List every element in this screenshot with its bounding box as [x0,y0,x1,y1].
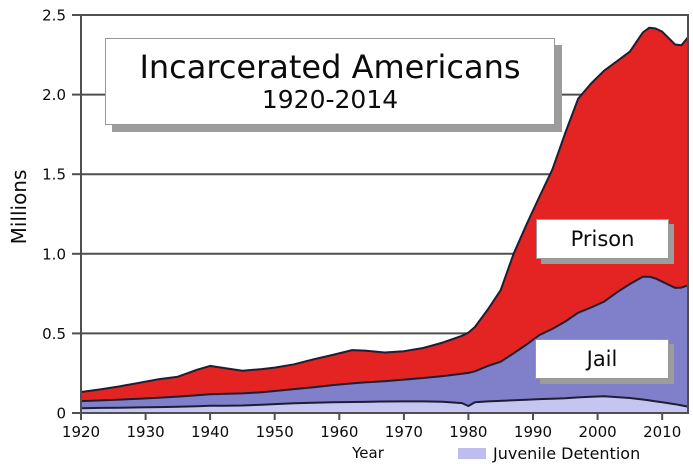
legend-label-juvenile-detention: Juvenile Detention [493,443,641,463]
x-tick-label: 1980 [449,423,487,441]
jail-area-label: Jail [535,339,669,379]
prison-area-label: Prison [536,219,669,259]
x-axis-title: Year [352,444,384,462]
plot-frame [80,14,689,414]
boundary-prison [80,26,689,393]
boundary-juvenile-detention [80,395,689,410]
chart-title-box: Incarcerated Americans 1920-2014 [105,38,555,125]
y-tick-label: 1.5 [42,166,66,184]
boundary-jail [80,275,689,403]
y-tick-label: 1.0 [42,245,66,263]
x-tick-label: 1960 [320,423,358,441]
x-tick-label: 1930 [127,423,165,441]
x-tick-label: 1940 [191,423,229,441]
area-prison [81,27,688,402]
chart-title: Incarcerated Americans [139,47,521,86]
y-tick-label: 2.0 [42,86,66,104]
x-tick-label: 1920 [62,423,100,441]
x-tick-label: 2010 [643,423,681,441]
y-tick-label: 0 [56,405,66,423]
y-axis-title: Millions [7,169,31,245]
x-tick-label: 1970 [385,423,423,441]
x-tick-label: 2000 [579,423,617,441]
area-juvenile-detention [81,396,688,413]
legend-swatch-juvenile-detention [458,447,486,459]
y-tick-label: 0.5 [42,325,66,343]
legend: Juvenile Detention [458,443,641,463]
chart-subtitle: 1920-2014 [261,84,399,114]
x-tick-label: 1990 [514,423,552,441]
x-tick-label: 1950 [256,423,294,441]
y-tick-label: 2.5 [42,7,66,25]
